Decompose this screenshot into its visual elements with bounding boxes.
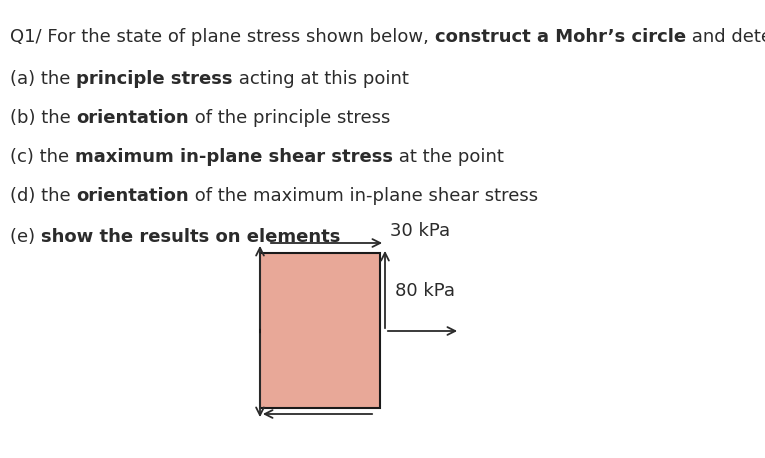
- Text: (c) the: (c) the: [10, 148, 75, 166]
- Text: construct a Mohr’s circle: construct a Mohr’s circle: [435, 28, 685, 46]
- Text: maximum in-plane shear stress: maximum in-plane shear stress: [75, 148, 393, 166]
- Text: (e): (e): [10, 228, 41, 246]
- Text: acting at this point: acting at this point: [233, 70, 409, 88]
- Text: 80 kPa: 80 kPa: [395, 282, 455, 300]
- Text: (a) the: (a) the: [10, 70, 76, 88]
- Bar: [260, 253, 380, 408]
- Text: (b) the: (b) the: [10, 109, 76, 127]
- Text: orientation: orientation: [76, 109, 189, 127]
- Text: of the principle stress: of the principle stress: [189, 109, 390, 127]
- Text: at the point: at the point: [393, 148, 503, 166]
- Text: principle stress: principle stress: [76, 70, 233, 88]
- Text: show the results on elements: show the results on elements: [41, 228, 340, 246]
- Text: of the maximum in-plane shear stress: of the maximum in-plane shear stress: [189, 187, 538, 205]
- Text: orientation: orientation: [76, 187, 189, 205]
- Text: and determine: and determine: [685, 28, 765, 46]
- Text: (d) the: (d) the: [10, 187, 76, 205]
- Text: Q1/ For the state of plane stress shown below,: Q1/ For the state of plane stress shown …: [10, 28, 435, 46]
- Text: 30 kPa: 30 kPa: [390, 222, 450, 240]
